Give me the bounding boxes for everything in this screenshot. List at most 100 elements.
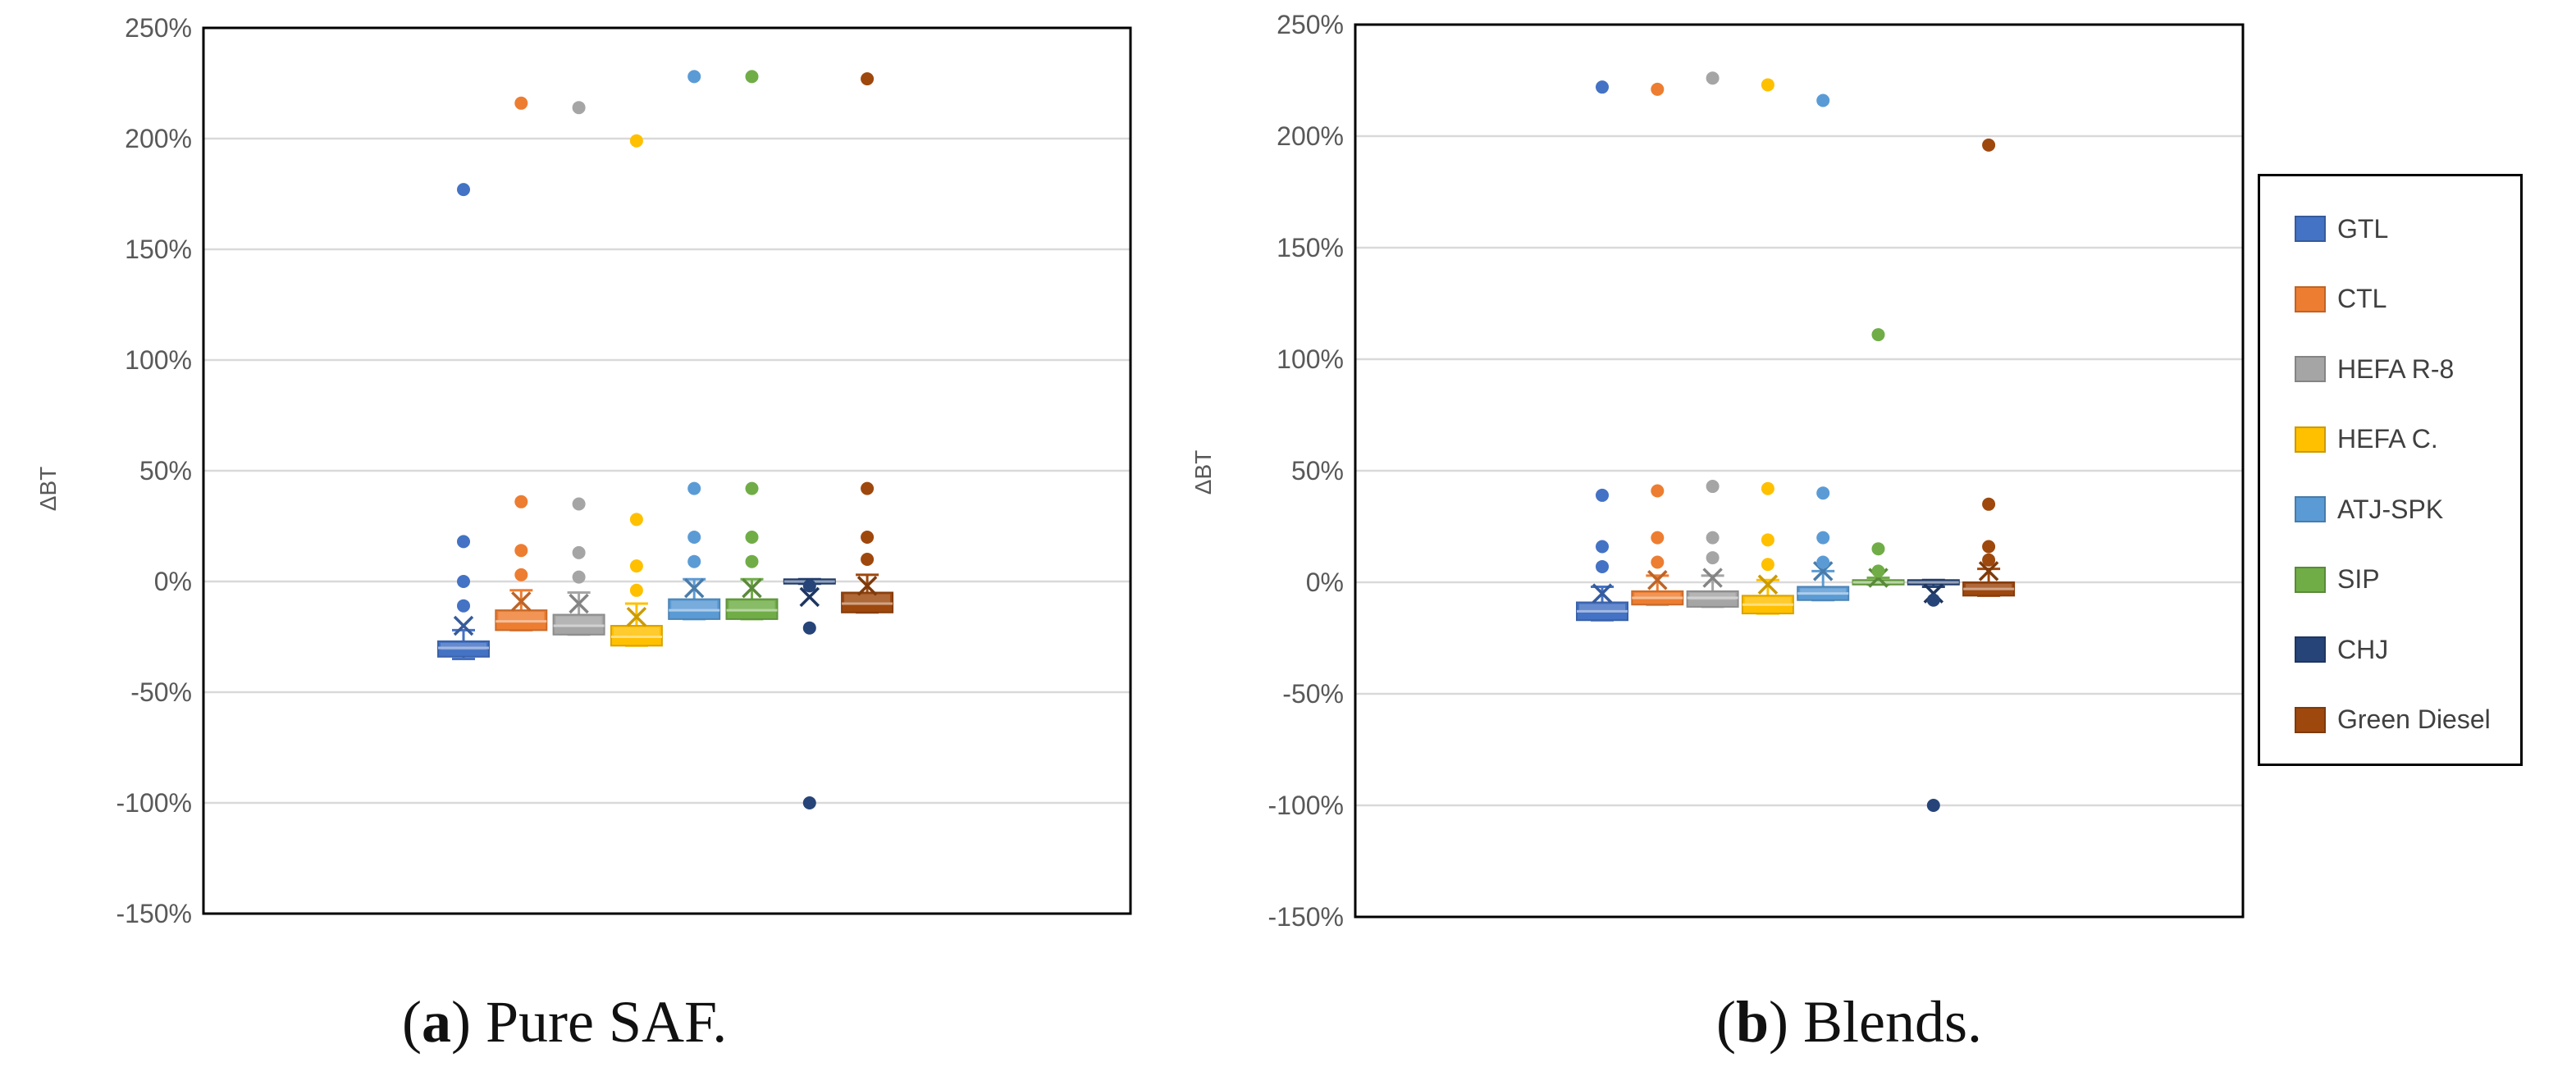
legend-label: SIP — [2337, 564, 2380, 594]
outlier-point — [861, 553, 875, 566]
y-tick-label: -150% — [116, 899, 193, 928]
y-axis-label: ΔBT — [35, 467, 61, 511]
outlier-point — [687, 554, 701, 568]
outlier-point — [802, 621, 816, 635]
chart-a-pure-saf: -150% -100% -50% 0% 50% 100% 150% 200% 250% ΔBT — [35, 13, 1132, 928]
legend-swatch — [2295, 566, 2326, 593]
y-tick-label: -100% — [1268, 791, 1345, 820]
legend-item: SIP — [2295, 563, 2380, 596]
legend-item: CTL — [2295, 283, 2386, 316]
series-gtl — [437, 183, 490, 660]
box-highlight — [1966, 584, 2012, 590]
y-tick-label: 0% — [154, 567, 192, 596]
outlier-point — [1982, 540, 1996, 554]
mean-marker — [1812, 561, 1834, 581]
outlier-point — [1651, 531, 1665, 545]
outlier-point — [1706, 480, 1720, 494]
outlier-point — [1596, 559, 1609, 573]
caption-b: (b) Blends. — [1716, 989, 1983, 1055]
series-green-diesel — [1962, 138, 2016, 597]
y-tick-label: 250% — [1277, 10, 1344, 39]
legend-swatch — [2295, 356, 2326, 382]
legend-label: CHJ — [2337, 634, 2389, 664]
caption-b-text: Blends. — [1788, 989, 1983, 1055]
y-tick-label: 200% — [1277, 121, 1344, 151]
y-tick-label: -50% — [1282, 679, 1344, 709]
outlier-point — [687, 70, 701, 84]
series-atj-spk — [1797, 93, 1850, 602]
y-tick-label: 200% — [125, 124, 192, 153]
box-highlight — [1579, 604, 1625, 613]
outlier-point — [457, 575, 470, 588]
box-highlight — [613, 627, 660, 636]
outlier-point — [1816, 555, 1830, 569]
outlier-point — [861, 481, 875, 495]
series-hefa-r-8 — [1686, 71, 1739, 609]
series-sip — [1852, 328, 1905, 588]
box-highlight — [1744, 597, 1791, 606]
legend-item: GTL — [2295, 212, 2388, 245]
legend: GTL CTL HEFA R-8 HEFA C. ATJ-SPK SIP CHJ Green … — [2258, 174, 2523, 766]
outlier-point — [572, 545, 586, 559]
legend-item: Green Diesel — [2295, 704, 2491, 736]
outlier-point — [1871, 542, 1885, 556]
outlier-point — [1706, 551, 1720, 565]
outlier-point — [1761, 481, 1774, 495]
outlier-point — [572, 101, 586, 115]
outlier-point — [1816, 93, 1830, 107]
outlier-point — [1596, 488, 1609, 502]
outlier-point — [1982, 497, 1996, 511]
outlier-point — [1596, 80, 1609, 94]
outlier-point — [1761, 558, 1774, 572]
y-tick-label: 100% — [1277, 344, 1344, 374]
outlier-point — [745, 481, 759, 495]
outlier-point — [629, 134, 643, 148]
mean-marker — [1757, 574, 1779, 595]
mean-marker — [511, 591, 532, 612]
y-tick-label: 100% — [125, 345, 192, 375]
box-highlight — [671, 600, 718, 610]
series-hefa-c- — [1741, 78, 1794, 615]
legend-item: ATJ-SPK — [2295, 493, 2443, 526]
mean-marker — [1978, 561, 1999, 581]
legend-swatch — [2295, 285, 2326, 312]
mean-marker — [1592, 583, 1613, 604]
outlier-point — [687, 481, 701, 495]
mean-marker — [569, 593, 589, 614]
legend-swatch — [2295, 636, 2326, 663]
legend-label: GTL — [2337, 213, 2389, 244]
series-hefa-r-8 — [552, 101, 605, 636]
outlier-point — [1651, 82, 1665, 96]
box-highlight — [441, 642, 486, 650]
legend-label: HEFA C. — [2337, 424, 2438, 454]
box-highlight — [844, 594, 891, 604]
chart-b-blends: -150% -100% -50% 0% 50% 100% 150% 200% 250% ΔBT — [1190, 10, 2245, 932]
outlier-point — [457, 599, 470, 613]
outlier-point — [514, 495, 528, 508]
outlier-point — [1761, 78, 1774, 92]
box-highlight — [555, 616, 602, 626]
outlier-point — [514, 568, 528, 581]
outlier-point — [514, 96, 528, 110]
outlier-point — [572, 497, 586, 511]
caption-a-text: Pure SAF. — [470, 989, 728, 1055]
outlier-point — [1871, 328, 1885, 342]
series-green-diesel — [841, 72, 894, 614]
outlier-point — [1816, 486, 1830, 500]
y-tick-label: 50% — [139, 456, 192, 486]
y-tick-label: -100% — [116, 788, 193, 818]
legend-swatch — [2295, 496, 2326, 522]
legend-swatch — [2295, 426, 2326, 453]
mean-marker — [856, 576, 878, 596]
legend-item: HEFA C. — [2295, 423, 2438, 456]
box-highlight — [1634, 592, 1681, 600]
outlier-point — [1982, 553, 1996, 567]
caption-a-letter: a — [421, 989, 451, 1055]
legend-label: CTL — [2337, 284, 2387, 313]
series-ctl — [495, 96, 548, 631]
outlier-point — [1982, 138, 1996, 152]
outlier-point — [1761, 533, 1774, 547]
plot-frame — [202, 26, 1132, 915]
mean-marker — [683, 577, 705, 599]
